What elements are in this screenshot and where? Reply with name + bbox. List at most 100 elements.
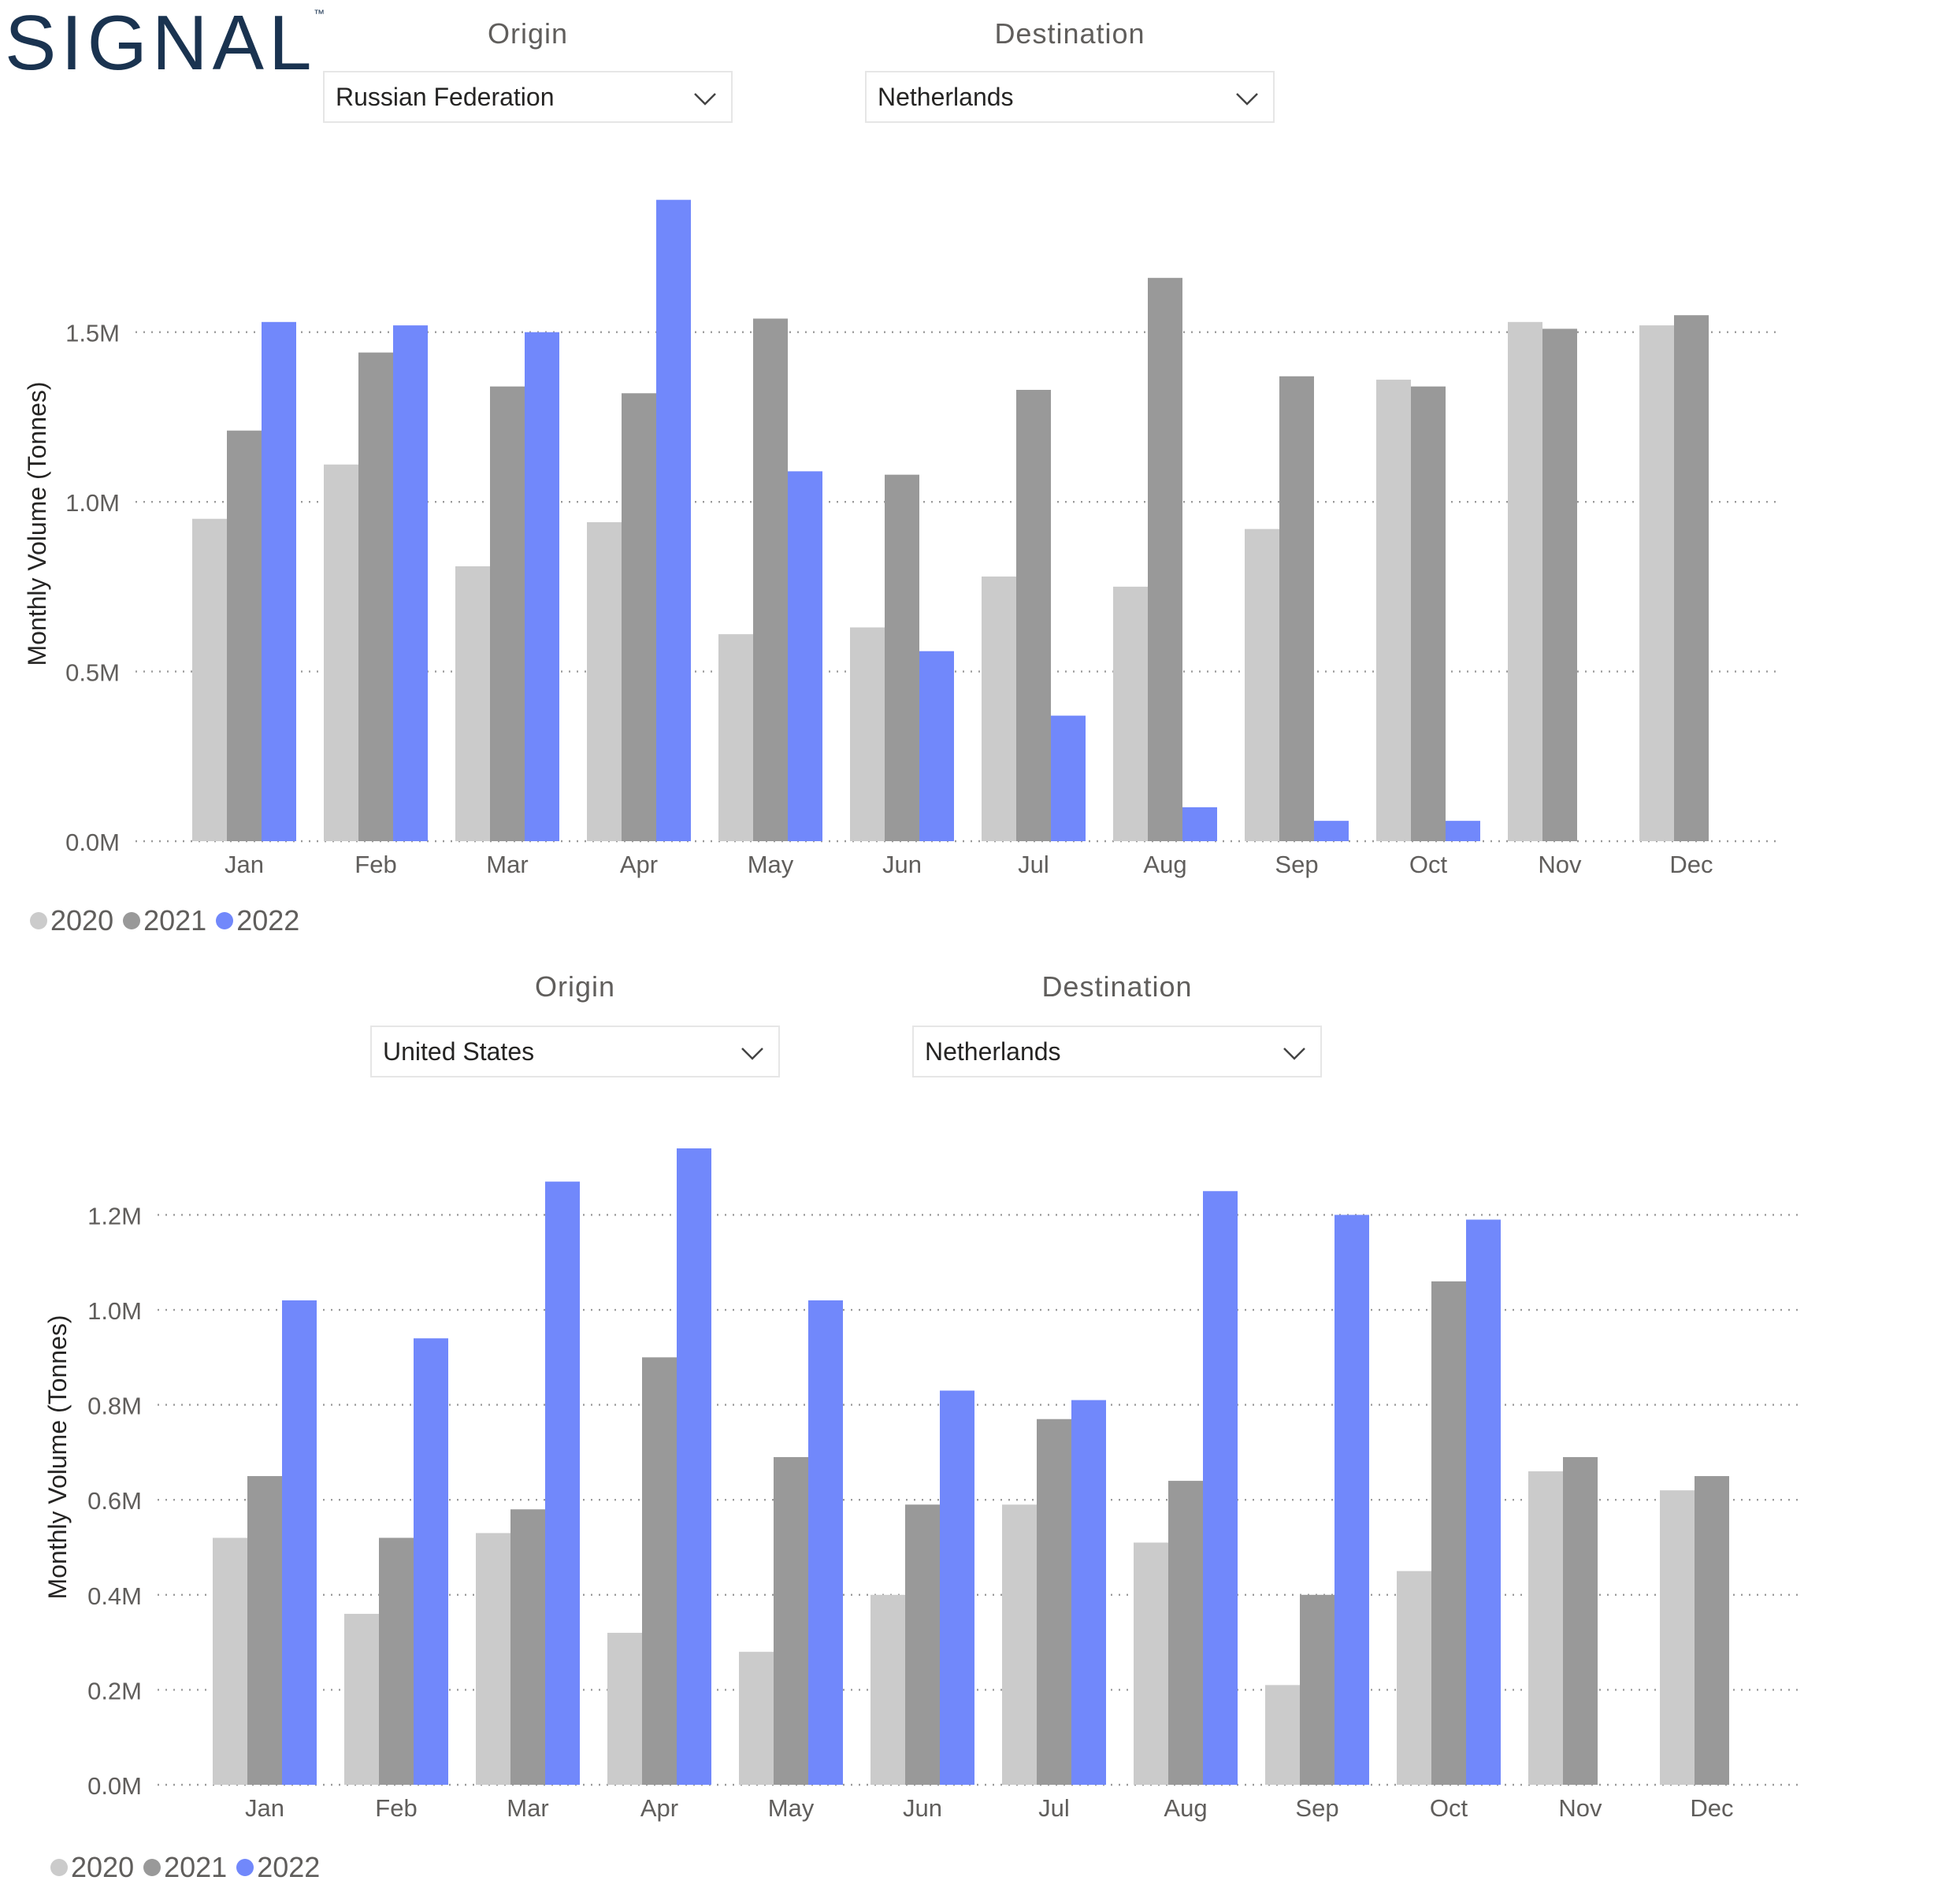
bar-aug-2022	[1182, 807, 1217, 841]
bar-may-2022	[808, 1300, 843, 1785]
legend-label-2022: 2022	[236, 904, 300, 937]
destination-dropdown[interactable]: Netherlands	[865, 71, 1275, 123]
bar-nov-2020	[1528, 1471, 1563, 1785]
y-tick-label: 0.5M	[65, 659, 120, 687]
x-tick-label: Mar	[486, 851, 528, 878]
x-tick-label: May	[748, 851, 794, 878]
chart-panel-1: Origin Russian Federation Destination Ne…	[0, 0, 1960, 945]
legend-2: 2020 2021 2022	[50, 1851, 329, 1884]
x-tick-label: Aug	[1143, 851, 1186, 878]
x-tick-label: Dec	[1690, 1794, 1733, 1822]
destination-dropdown[interactable]: Netherlands	[912, 1026, 1322, 1077]
destination-slicer-label: Destination	[1041, 970, 1193, 1003]
legend-dot-2020	[30, 912, 47, 929]
bar-jan-2021	[227, 430, 262, 841]
bar-may-2022	[788, 471, 822, 841]
bar-oct-2022	[1466, 1219, 1501, 1785]
bar-chart-1-svg: 0.0M 0.5M 1.0M 1.5M Monthly Volume (Tonnes) J…	[23, 199, 1782, 878]
legend-dot-2021	[143, 1859, 161, 1876]
bar-jun-2020	[850, 627, 885, 841]
chart-panel-2: Origin United States Destination Netherl…	[0, 945, 1960, 1890]
bar-mar-2020	[455, 566, 490, 841]
bar-apr-2020	[607, 1633, 642, 1785]
x-tick-label: Jul	[1038, 1794, 1070, 1822]
bar-feb-2020	[344, 1613, 379, 1785]
bar-jan-2021	[247, 1476, 282, 1785]
bar-nov-2021	[1542, 328, 1577, 841]
bar-feb-2021	[358, 352, 393, 841]
x-tick-label: Mar	[507, 1794, 548, 1822]
legend-dot-2022	[216, 912, 234, 929]
legend-item-2022[interactable]: 2022	[216, 904, 299, 937]
bar-jul-2020	[1002, 1504, 1037, 1785]
bar-nov-2020	[1508, 321, 1542, 842]
bar-feb-2022	[393, 325, 428, 841]
bar-sep-2022	[1335, 1215, 1369, 1785]
bar-oct-2020	[1376, 380, 1411, 841]
bar-feb-2020	[324, 464, 358, 841]
legend-item-2020[interactable]: 2020	[50, 1851, 134, 1884]
bar-feb-2022	[414, 1338, 448, 1785]
bar-jun-2020	[870, 1594, 905, 1785]
chevron-down-icon	[741, 1048, 763, 1060]
origin-slicer-label: Origin	[534, 970, 616, 1003]
legend-item-2021[interactable]: 2021	[123, 904, 206, 937]
bar-sep-2021	[1279, 376, 1314, 842]
chevron-down-icon	[1283, 1048, 1305, 1060]
bar-sep-2020	[1245, 529, 1279, 841]
legend-label-2020: 2020	[50, 904, 114, 937]
origin-slicer-label: Origin	[487, 17, 569, 50]
legend-item-2021[interactable]: 2021	[143, 1851, 227, 1884]
y-tick-label: 1.0M	[87, 1297, 142, 1325]
bar-jun-2022	[919, 651, 954, 841]
bar-jan-2022	[262, 321, 296, 842]
origin-dropdown[interactable]: United States	[370, 1026, 780, 1077]
bar-apr-2022	[656, 199, 691, 842]
bar-sep-2022	[1314, 821, 1349, 841]
bar-aug-2020	[1134, 1542, 1168, 1785]
bar-jun-2022	[940, 1390, 974, 1785]
bar-sep-2020	[1265, 1685, 1300, 1785]
bar-chart-1: 0.0M 0.5M 1.0M 1.5M Monthly Volume (Tonnes) J…	[0, 0, 1960, 945]
bar-jul-2021	[1037, 1419, 1071, 1785]
bar-mar-2021	[510, 1509, 545, 1785]
bar-jan-2020	[192, 518, 227, 841]
destination-dropdown-value: Netherlands	[878, 82, 1014, 111]
bar-jul-2022	[1071, 1400, 1106, 1785]
legend-dot-2020	[50, 1859, 68, 1876]
origin-dropdown[interactable]: Russian Federation	[323, 71, 733, 123]
destination-slicer-label: Destination	[994, 17, 1145, 50]
bar-mar-2022	[525, 332, 559, 842]
x-tick-label: Jun	[882, 851, 922, 878]
y-tick-label: 0.0M	[87, 1772, 142, 1800]
destination-dropdown-value: Netherlands	[925, 1037, 1061, 1066]
bar-may-2020	[739, 1652, 774, 1785]
bar-dec-2020	[1660, 1490, 1695, 1785]
x-tick-label: Oct	[1409, 851, 1448, 878]
bar-nov-2021	[1563, 1456, 1598, 1785]
x-tick-label: Nov	[1538, 851, 1582, 878]
bar-dec-2020	[1639, 325, 1674, 841]
bar-oct-2021	[1411, 386, 1446, 842]
y-tick-label: 0.0M	[65, 829, 120, 856]
bar-mar-2022	[545, 1181, 580, 1785]
x-tick-label: Apr	[620, 851, 658, 878]
legend-item-2022[interactable]: 2022	[236, 1851, 320, 1884]
x-tick-label: Sep	[1295, 1794, 1338, 1822]
legend-label-2021: 2021	[143, 904, 207, 937]
y-tick-label: 0.6M	[87, 1487, 142, 1515]
y-tick-label: 1.5M	[65, 320, 120, 347]
bar-oct-2022	[1446, 821, 1480, 841]
bar-jan-2022	[282, 1300, 317, 1785]
signal-logo-graphic: SIGNAL ™	[5, 0, 325, 86]
x-tick-label: Jan	[245, 1794, 284, 1822]
legend-1: 2020 2021 2022	[30, 904, 309, 937]
y-tick-label: 1.2M	[87, 1202, 142, 1230]
bar-jul-2022	[1051, 715, 1086, 841]
y-tick-label: 0.8M	[87, 1393, 142, 1420]
y-tick-label: 1.0M	[65, 489, 120, 517]
legend-item-2020[interactable]: 2020	[30, 904, 113, 937]
legend-label-2020: 2020	[71, 1851, 135, 1883]
legend-label-2021: 2021	[164, 1851, 228, 1883]
bar-mar-2021	[490, 386, 525, 842]
